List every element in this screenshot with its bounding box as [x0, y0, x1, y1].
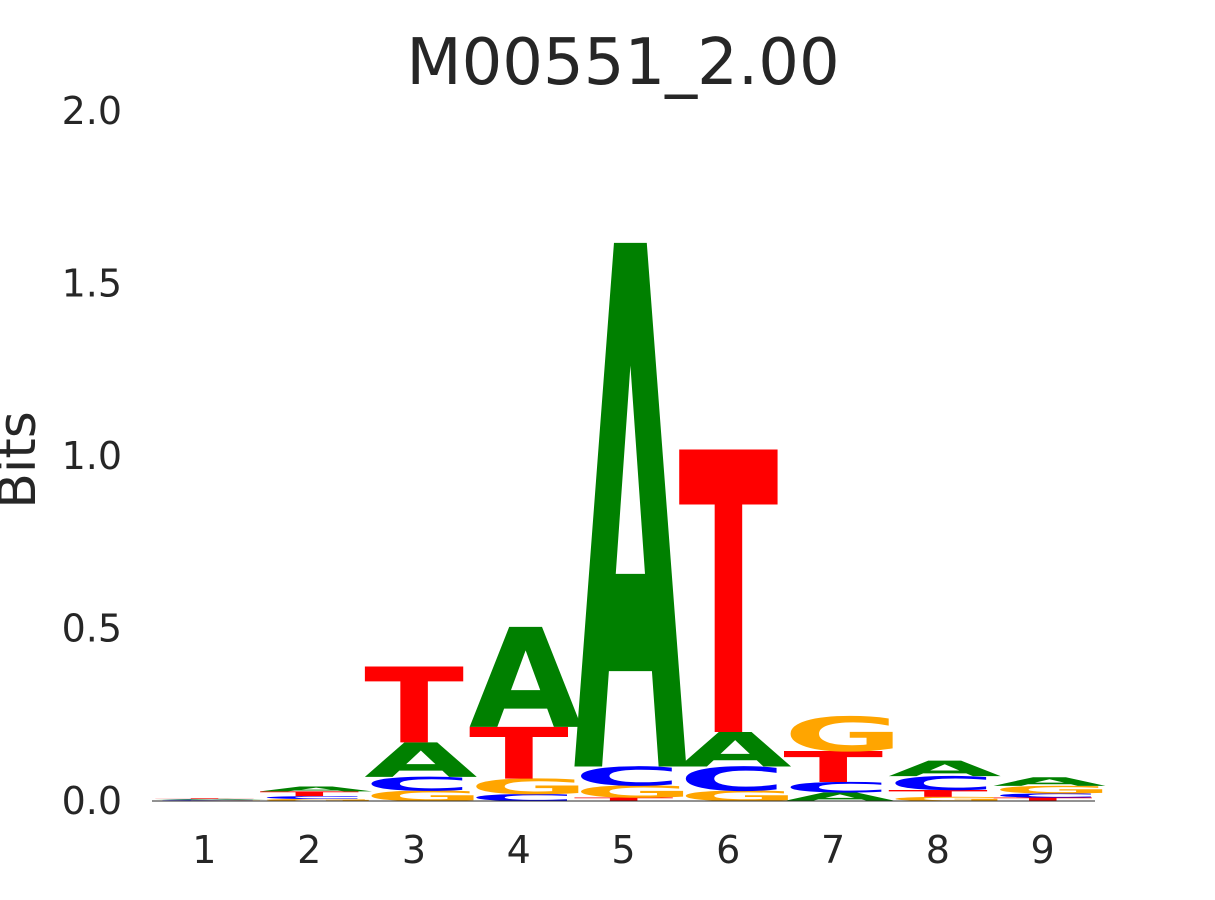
logo-letter-C: C: [155, 799, 262, 800]
x-tick-label: 4: [507, 828, 531, 872]
logo-letter-T: T: [783, 743, 883, 792]
logo-letter-A: A: [888, 756, 1001, 781]
logo-letter-A: A: [259, 785, 372, 793]
y-tick-label: 0.5: [62, 607, 122, 651]
chart-title: M00551_2.00: [406, 26, 839, 100]
logo-letter-A: A: [783, 790, 896, 804]
logo-letter-A: A: [993, 775, 1106, 789]
logo-letter-G: G: [993, 784, 1113, 796]
y-tick-label: 1.0: [62, 434, 122, 478]
logo-letter-G: G: [259, 798, 379, 801]
logo-letter-G: G: [679, 788, 799, 805]
logo-letter-T: T: [574, 797, 674, 802]
x-tick-label: 2: [297, 828, 321, 872]
x-tick-label: 3: [402, 828, 426, 872]
logo-letter-C: C: [364, 773, 471, 795]
x-tick-label: 9: [1031, 828, 1055, 872]
logo-letter-A: A: [679, 723, 792, 778]
logo-letter-C: C: [679, 760, 786, 798]
logo-letter-A: A: [469, 600, 583, 759]
logo-stacks: GCATGCTAGCATCGTATGCAGCATACTGGTCATCGA: [155, 101, 1113, 900]
logo-letter-T: T: [155, 798, 255, 799]
x-tick-label: 7: [821, 828, 845, 872]
logo-letter-C: C: [469, 792, 576, 803]
y-tick-label: 1.5: [62, 262, 122, 306]
x-tick-label: 1: [192, 828, 216, 872]
logo-letter-T: T: [469, 713, 569, 796]
logo-letter-A: A: [574, 101, 688, 900]
logo-letter-C: C: [574, 761, 681, 791]
logo-letter-T: T: [679, 373, 780, 824]
logo-letter-T: T: [364, 646, 464, 767]
y-tick-label: 0.0: [62, 779, 122, 823]
logo-letter-C: C: [783, 779, 890, 796]
x-tick-label: 6: [716, 828, 740, 872]
logo-letter-G: G: [469, 774, 589, 799]
x-tick-label: 5: [611, 828, 635, 872]
y-axis-label: Bits: [0, 411, 48, 509]
logo-letter-G: G: [364, 788, 484, 805]
logo-letter-C: C: [259, 795, 366, 799]
y-axis-ticks: 0.0 0.5 1.0 1.5 2.0: [62, 89, 122, 823]
x-axis-ticks: 1 2 3 4 5 6 7 8 9: [192, 828, 1054, 872]
logo-letter-T: T: [993, 797, 1093, 802]
logo-letter-T: T: [259, 790, 359, 798]
y-tick-label: 2.0: [62, 89, 122, 133]
logo-letter-C: C: [993, 792, 1100, 799]
logo-letter-C: C: [888, 772, 995, 794]
logo-letter-A: A: [364, 733, 477, 788]
logo-letter-G: G: [783, 707, 903, 762]
logo-letter-G: G: [574, 782, 694, 801]
logo-letter-A: A: [155, 799, 268, 800]
logo-letter-T: T: [888, 788, 988, 799]
x-tick-label: 8: [926, 828, 950, 872]
logo-letter-G: G: [888, 796, 1008, 803]
